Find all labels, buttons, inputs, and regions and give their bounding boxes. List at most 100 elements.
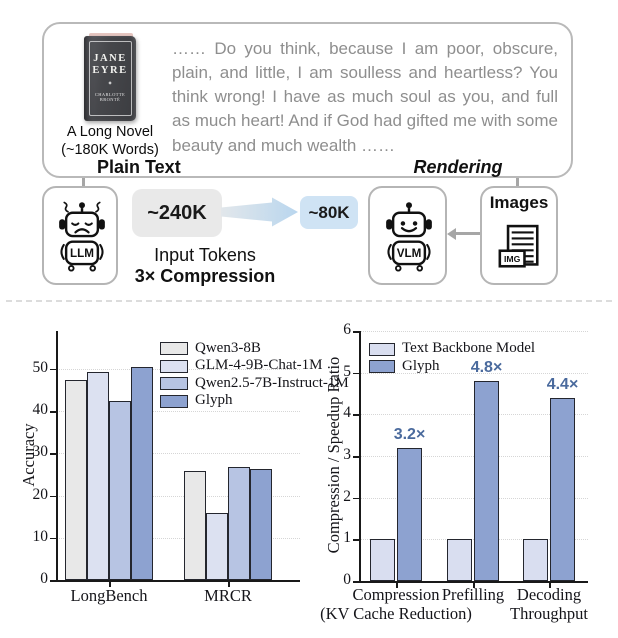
x-tick-label: MRCR — [204, 586, 252, 605]
llm-box: LLM — [42, 186, 118, 285]
y-tick-label: 10 — [32, 527, 49, 545]
gridline — [360, 372, 588, 374]
y-axis-label: Accuracy — [19, 423, 38, 487]
bar-glm-4-9b-chat-1m-0 — [87, 372, 109, 580]
y-tick-label: 20 — [32, 485, 49, 503]
x-tick — [228, 581, 230, 587]
x-tick-label: Compression — [352, 585, 440, 604]
bar-glm-4-9b-chat-1m-1 — [206, 513, 228, 580]
y-tick-label: 4 — [343, 404, 351, 422]
legend-swatch — [160, 377, 188, 390]
y-tick-label: 5 — [343, 362, 351, 380]
steam-squiggle-icon — [63, 201, 69, 213]
x-tick-label: Throughput — [510, 604, 588, 623]
gridline — [360, 331, 588, 332]
legend-swatch — [160, 359, 188, 373]
legend-swatch — [160, 394, 188, 408]
bar-qwen2-5-7b-instruct-1m-1 — [228, 466, 250, 580]
book-title-line1: JANE — [93, 53, 127, 64]
bar-annotation: 3.2× — [393, 425, 426, 443]
book-title: JANE EYRE — [84, 53, 136, 85]
y-axis — [56, 331, 58, 582]
y-tick — [50, 453, 56, 455]
legend-label: Glyph — [402, 357, 440, 374]
x-axis — [359, 581, 588, 583]
book-title-line2: EYRE — [92, 64, 128, 76]
book-cover-front: JANE EYRE CHARLOTTE BRONTË — [84, 36, 136, 121]
x-axis — [56, 580, 300, 582]
gridline — [360, 456, 588, 457]
y-tick — [50, 495, 56, 498]
legend-label: Glyph — [195, 392, 233, 408]
bar-annotation: 4.8× — [470, 359, 503, 376]
y-tick-label: 30 — [32, 443, 49, 461]
y-tick-label: 1 — [343, 529, 351, 547]
legend-label: Qwen2.5-7B-Instruct-1M — [195, 374, 349, 391]
novel-box — [42, 22, 573, 178]
img-document-icon: IMG — [498, 224, 539, 268]
y-tick — [353, 372, 359, 375]
compression-arrow-icon — [221, 197, 298, 227]
book-author: CHARLOTTE BRONTË — [94, 92, 126, 102]
book-cover: JANE EYRE CHARLOTTE BRONTË — [84, 33, 136, 121]
gridline — [360, 497, 588, 499]
legend-swatch — [160, 342, 188, 355]
x-tick-label: Decoding — [516, 585, 582, 604]
novel-excerpt: …… Do you think, because I am poor, obsc… — [172, 39, 558, 155]
y-tick-label: 2 — [343, 487, 351, 505]
gridline — [360, 414, 588, 416]
images-label: Images — [489, 193, 549, 212]
bar-annotation: 4.4× — [546, 375, 579, 393]
llm-robot-icon: LLM — [59, 201, 105, 272]
bar-text-backbone-model-0 — [370, 539, 395, 581]
rendering-label: Rendering — [413, 157, 503, 177]
bar-glyph-1 — [250, 469, 272, 580]
y-tick — [353, 539, 359, 541]
plain-text-label: Plain Text — [97, 157, 181, 177]
bar-qwen2-5-7b-instruct-1m-0 — [109, 401, 131, 580]
gridline — [57, 495, 300, 497]
y-tick — [50, 368, 56, 371]
legend-swatch — [369, 360, 395, 373]
x-tick-label: Prefilling — [441, 585, 505, 604]
x-tick — [549, 582, 551, 588]
legend-swatch — [369, 342, 395, 356]
img-icon-label: IMG — [504, 254, 521, 264]
gridline — [57, 453, 300, 455]
bar-qwen3-8b-0 — [65, 379, 87, 580]
gridline — [360, 539, 588, 541]
y-tick-label: 0 — [343, 571, 351, 588]
y-axis — [359, 331, 361, 583]
legend-label: GLM-4-9B-Chat-1M — [195, 357, 323, 373]
legend-label: Text Backbone Model — [402, 340, 536, 356]
book-caption-line2: (~180K Words) — [61, 141, 159, 158]
vlm-label: VLM — [397, 247, 422, 260]
y-axis-label: Compression / Speedup Ratio — [324, 356, 343, 554]
x-tick — [473, 582, 475, 588]
legend-label: Qwen3-8B — [195, 339, 261, 356]
y-tick-label: 6 — [343, 321, 351, 338]
bar-qwen3-8b-1 — [184, 471, 206, 580]
y-tick — [50, 537, 56, 540]
y-tick — [353, 456, 359, 458]
token-box-80k: ~80K — [300, 196, 358, 229]
y-tick — [353, 414, 359, 416]
book-caption-line1: A Long Novel — [66, 124, 154, 140]
vlm-robot-icon: VLM — [386, 202, 432, 272]
images-to-vlm-arrow-icon — [447, 227, 480, 240]
x-tick — [109, 581, 111, 587]
y-tick-label: 40 — [32, 401, 49, 419]
llm-label: LLM — [70, 247, 94, 260]
section-divider — [6, 300, 612, 302]
bar-glyph-2 — [550, 397, 575, 581]
y-tick-label: 0 — [40, 570, 48, 587]
gridline — [57, 411, 300, 413]
y-tick — [353, 581, 359, 583]
steam-squiggle-icon — [95, 201, 101, 213]
token-box-240k: ~240K — [132, 189, 222, 237]
y-tick-label: 50 — [32, 358, 49, 376]
input-tokens-label: Input Tokens — [154, 245, 256, 265]
y-tick — [50, 411, 56, 413]
compression-ratio-label: 3× Compression — [134, 266, 276, 286]
